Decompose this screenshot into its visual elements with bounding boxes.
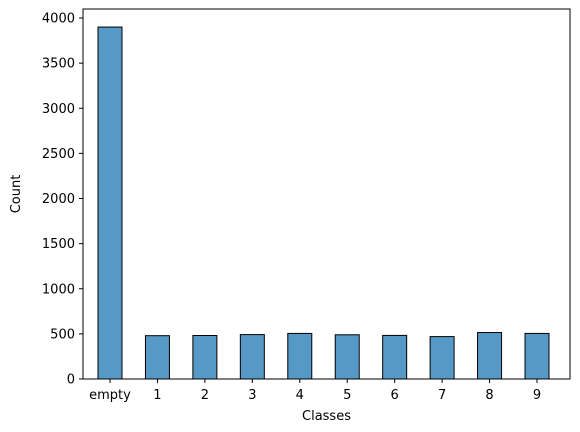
y-tick-label: 3000: [42, 102, 75, 117]
bar-empty: [97, 26, 123, 380]
x-tick-label: 4: [296, 388, 304, 403]
bar-3: [239, 334, 265, 380]
x-axis-label: Classes: [302, 409, 351, 424]
y-axis-ticks: 0 500 1000 1500 2000 2500 3000 3500 4000: [42, 12, 83, 388]
x-tick-label: 2: [201, 388, 209, 403]
bar-4: [287, 332, 313, 380]
bar-1: [144, 335, 170, 380]
bar-6: [382, 334, 408, 380]
y-tick-label: 3500: [42, 57, 75, 72]
y-tick-label: 1500: [42, 237, 75, 252]
x-tick-label: 5: [343, 388, 351, 403]
bar-7: [429, 336, 455, 380]
plot-frame: [82, 8, 571, 380]
y-tick-label: 0: [67, 373, 75, 388]
x-tick-label: empty: [89, 388, 131, 403]
x-tick-label: 6: [391, 388, 399, 403]
x-axis-ticks: empty 1 2 3 4 5 6 7 8 9: [89, 379, 541, 403]
bar-2: [192, 335, 218, 380]
x-tick-label: 7: [438, 388, 446, 403]
x-tick-label: 9: [533, 388, 541, 403]
y-tick-label: 1000: [42, 282, 75, 297]
y-axis-label: Count: [9, 175, 24, 214]
bar-9: [524, 332, 550, 380]
bars-group: [97, 26, 550, 380]
y-tick-label: 2000: [42, 192, 75, 207]
bar-5: [334, 334, 360, 380]
x-tick-label: 1: [153, 388, 161, 403]
y-tick-label: 4000: [42, 12, 75, 27]
y-tick-label: 2500: [42, 147, 75, 162]
y-tick-label: 500: [50, 327, 75, 342]
bar-8: [477, 332, 503, 380]
x-tick-label: 8: [485, 388, 493, 403]
x-tick-label: 3: [248, 388, 256, 403]
